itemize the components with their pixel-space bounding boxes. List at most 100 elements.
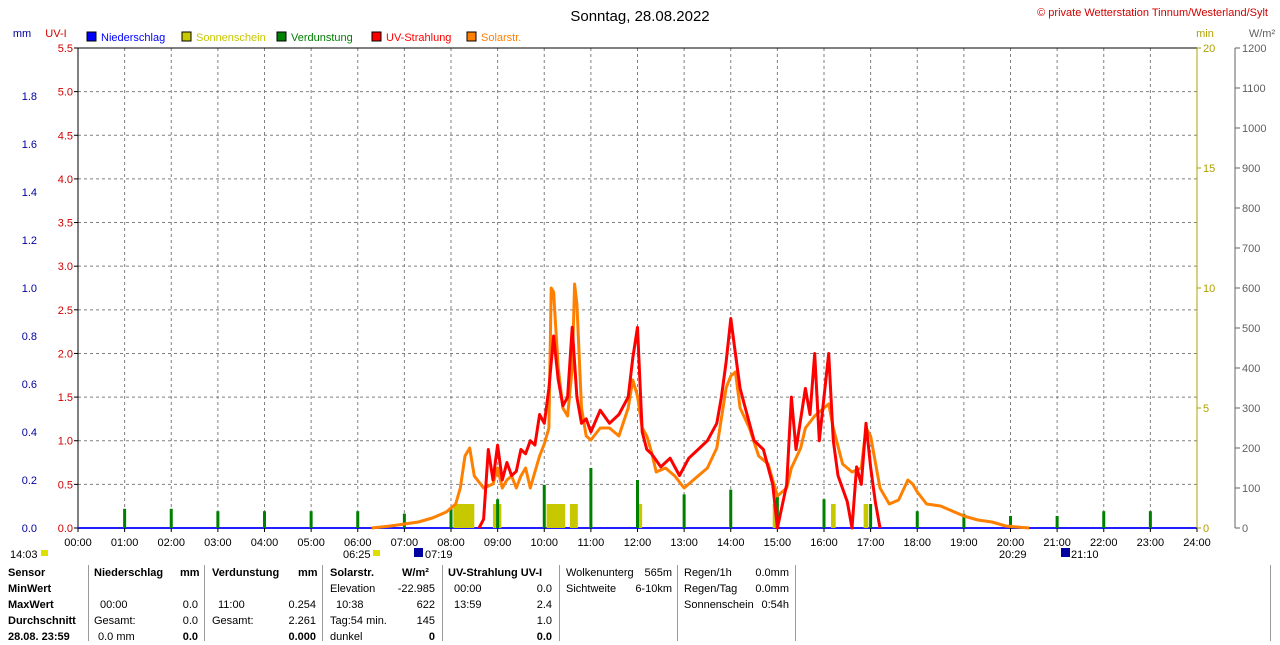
y-tick-label-uvi: 5.0 [58,87,73,99]
niederschlag-max-val: 0.0 [182,599,198,611]
y-tick-label-min: 20 [1203,43,1215,55]
x-tick-label: 05:00 [297,537,325,549]
series-line-uv [477,317,882,530]
y-tick-label-wm2: 1200 [1242,43,1266,55]
header-verdunstung-unit: mm [298,567,318,579]
regen-tag-label: Regen/Tag [684,583,738,595]
evaporation-bar [1148,511,1152,528]
separator [559,565,560,641]
evaporation-bar [263,511,266,528]
y-tick-label-mm: 0.0 [22,523,37,535]
regen-1h-label: Regen/1h [684,567,732,579]
x-tick-label: 07:00 [391,537,419,549]
evaporation-bar [1009,516,1012,528]
sunrise2-icon [414,548,423,557]
legend-label: Verdunstung [291,32,353,44]
evaporation-bar [869,504,873,528]
separator [88,565,89,641]
series-line-solar [371,282,1030,530]
y-tick-label-uvi: 3.0 [58,261,73,273]
evaporation-bar [1102,511,1106,528]
verdunstung-max-val: 0.254 [288,599,316,611]
niederschlag-last-val: 0.0 mm [98,631,135,643]
x-tick-label: 03:00 [204,537,232,549]
x-tick-label: 14:00 [717,537,745,549]
y-tick-label-wm2: 400 [1242,363,1260,375]
verdunstung-last-total: 0.000 [288,631,316,643]
row-durchschnitt: Durchschnitt [8,615,76,627]
evaporation-bar [636,480,639,528]
uv-max-time: 13:59 [454,599,482,611]
evaporation-bar [589,468,593,528]
sunshine-bar [637,504,643,528]
y-tick-label-mm: 0.6 [22,379,37,391]
chart-axes: 00:00 01:00 02:00 03:00 04:00 05:00 06:00 07:00… [22,43,1267,549]
evaporation-bar [542,484,546,528]
x-tick-label: 24:00 [1183,537,1211,549]
legend-label: Solarstr. [481,32,521,44]
solar-elevation-val: -22.985 [397,583,435,595]
wolken-label: Wolkenunterg [566,567,634,579]
y-tick-label-uvi: 4.0 [58,174,73,186]
y-tick-label-uvi: 4.5 [58,130,73,142]
sunrise2-time: 07:19 [425,549,453,561]
y-tick-label-wm2: 200 [1242,443,1260,455]
separator [442,565,443,641]
regen-tag-val: 0.0mm [755,583,789,595]
x-tick-label: 04:00 [251,537,279,549]
y-tick-label-min: 10 [1203,283,1215,295]
axis-unit-min: min [1196,28,1214,40]
evaporation-bar [356,511,360,528]
solar-max-val: 622 [416,599,435,611]
verdunstung-max-time: 11:00 [218,599,245,611]
y-tick-label-mm: 0.8 [22,331,37,343]
legend-swatch [181,31,192,42]
uv-max-val: 2.4 [536,599,552,611]
header-solar: Solarstr. [330,567,375,579]
y-tick-label-uvi: 0.0 [58,523,73,535]
x-tick-label: 23:00 [1137,537,1165,549]
sunshine-bar [546,504,566,528]
y-tick-label-mm: 1.4 [22,187,37,199]
x-tick-label: 01:00 [111,537,139,549]
y-tick-label-mm: 0.2 [22,475,37,487]
y-tick-label-wm2: 300 [1242,403,1260,415]
sunshine-bar [569,504,578,528]
stats-panel: Sensor MinWert MaxWert Durchschnitt 28.0… [0,563,1280,643]
separator [677,565,678,641]
solar-tag-val: 145 [416,615,435,627]
separator [322,565,323,641]
separator [1270,565,1271,641]
sunset-icon [1061,548,1070,557]
solar-dunkel-label: dunkel [330,631,363,643]
copyright-text: © private Wetterstation Tinnum/Westerlan… [1037,7,1268,19]
chart-legend: Niederschlag Sonnenschein Verdunstung UV-St… [86,31,521,44]
y-tick-label-wm2: 700 [1242,243,1260,255]
uv-min-time: 00:00 [454,583,482,595]
x-tick-label: 20:00 [997,537,1025,549]
header-uv: UV-Strahlung UV-I [448,567,543,579]
sunshine-bar [453,504,475,528]
sun-markers: 14:03 06:25 07:19 20:29 21:10 [10,548,1099,561]
x-tick-label: 09:00 [484,537,512,549]
header-niederschlag-unit: mm [180,567,200,579]
evaporation-bar [123,508,127,528]
header-niederschlag: Niederschlag [94,567,164,579]
y-tick-label-wm2: 100 [1242,483,1260,495]
header-sensor: Sensor [8,567,46,579]
y-tick-label-wm2: 1000 [1242,123,1266,135]
evaporation-bar [402,513,406,528]
x-tick-label: 18:00 [903,537,931,549]
evaporation-bar [915,511,919,528]
y-tick-label-wm2: 900 [1242,163,1260,175]
legend-swatch [86,31,97,42]
uv-last-val: 0.0 [536,631,552,643]
evaporation-bar [682,494,686,528]
x-tick-label: 08:00 [437,537,465,549]
axis-unit-wm2: W/m² [1249,28,1276,40]
evaporation-bar [775,496,779,528]
niederschlag-last-total: 0.0 [182,631,198,643]
separator [204,565,205,641]
sunshine-bar [830,504,836,528]
y-tick-label-min: 0 [1203,523,1209,535]
